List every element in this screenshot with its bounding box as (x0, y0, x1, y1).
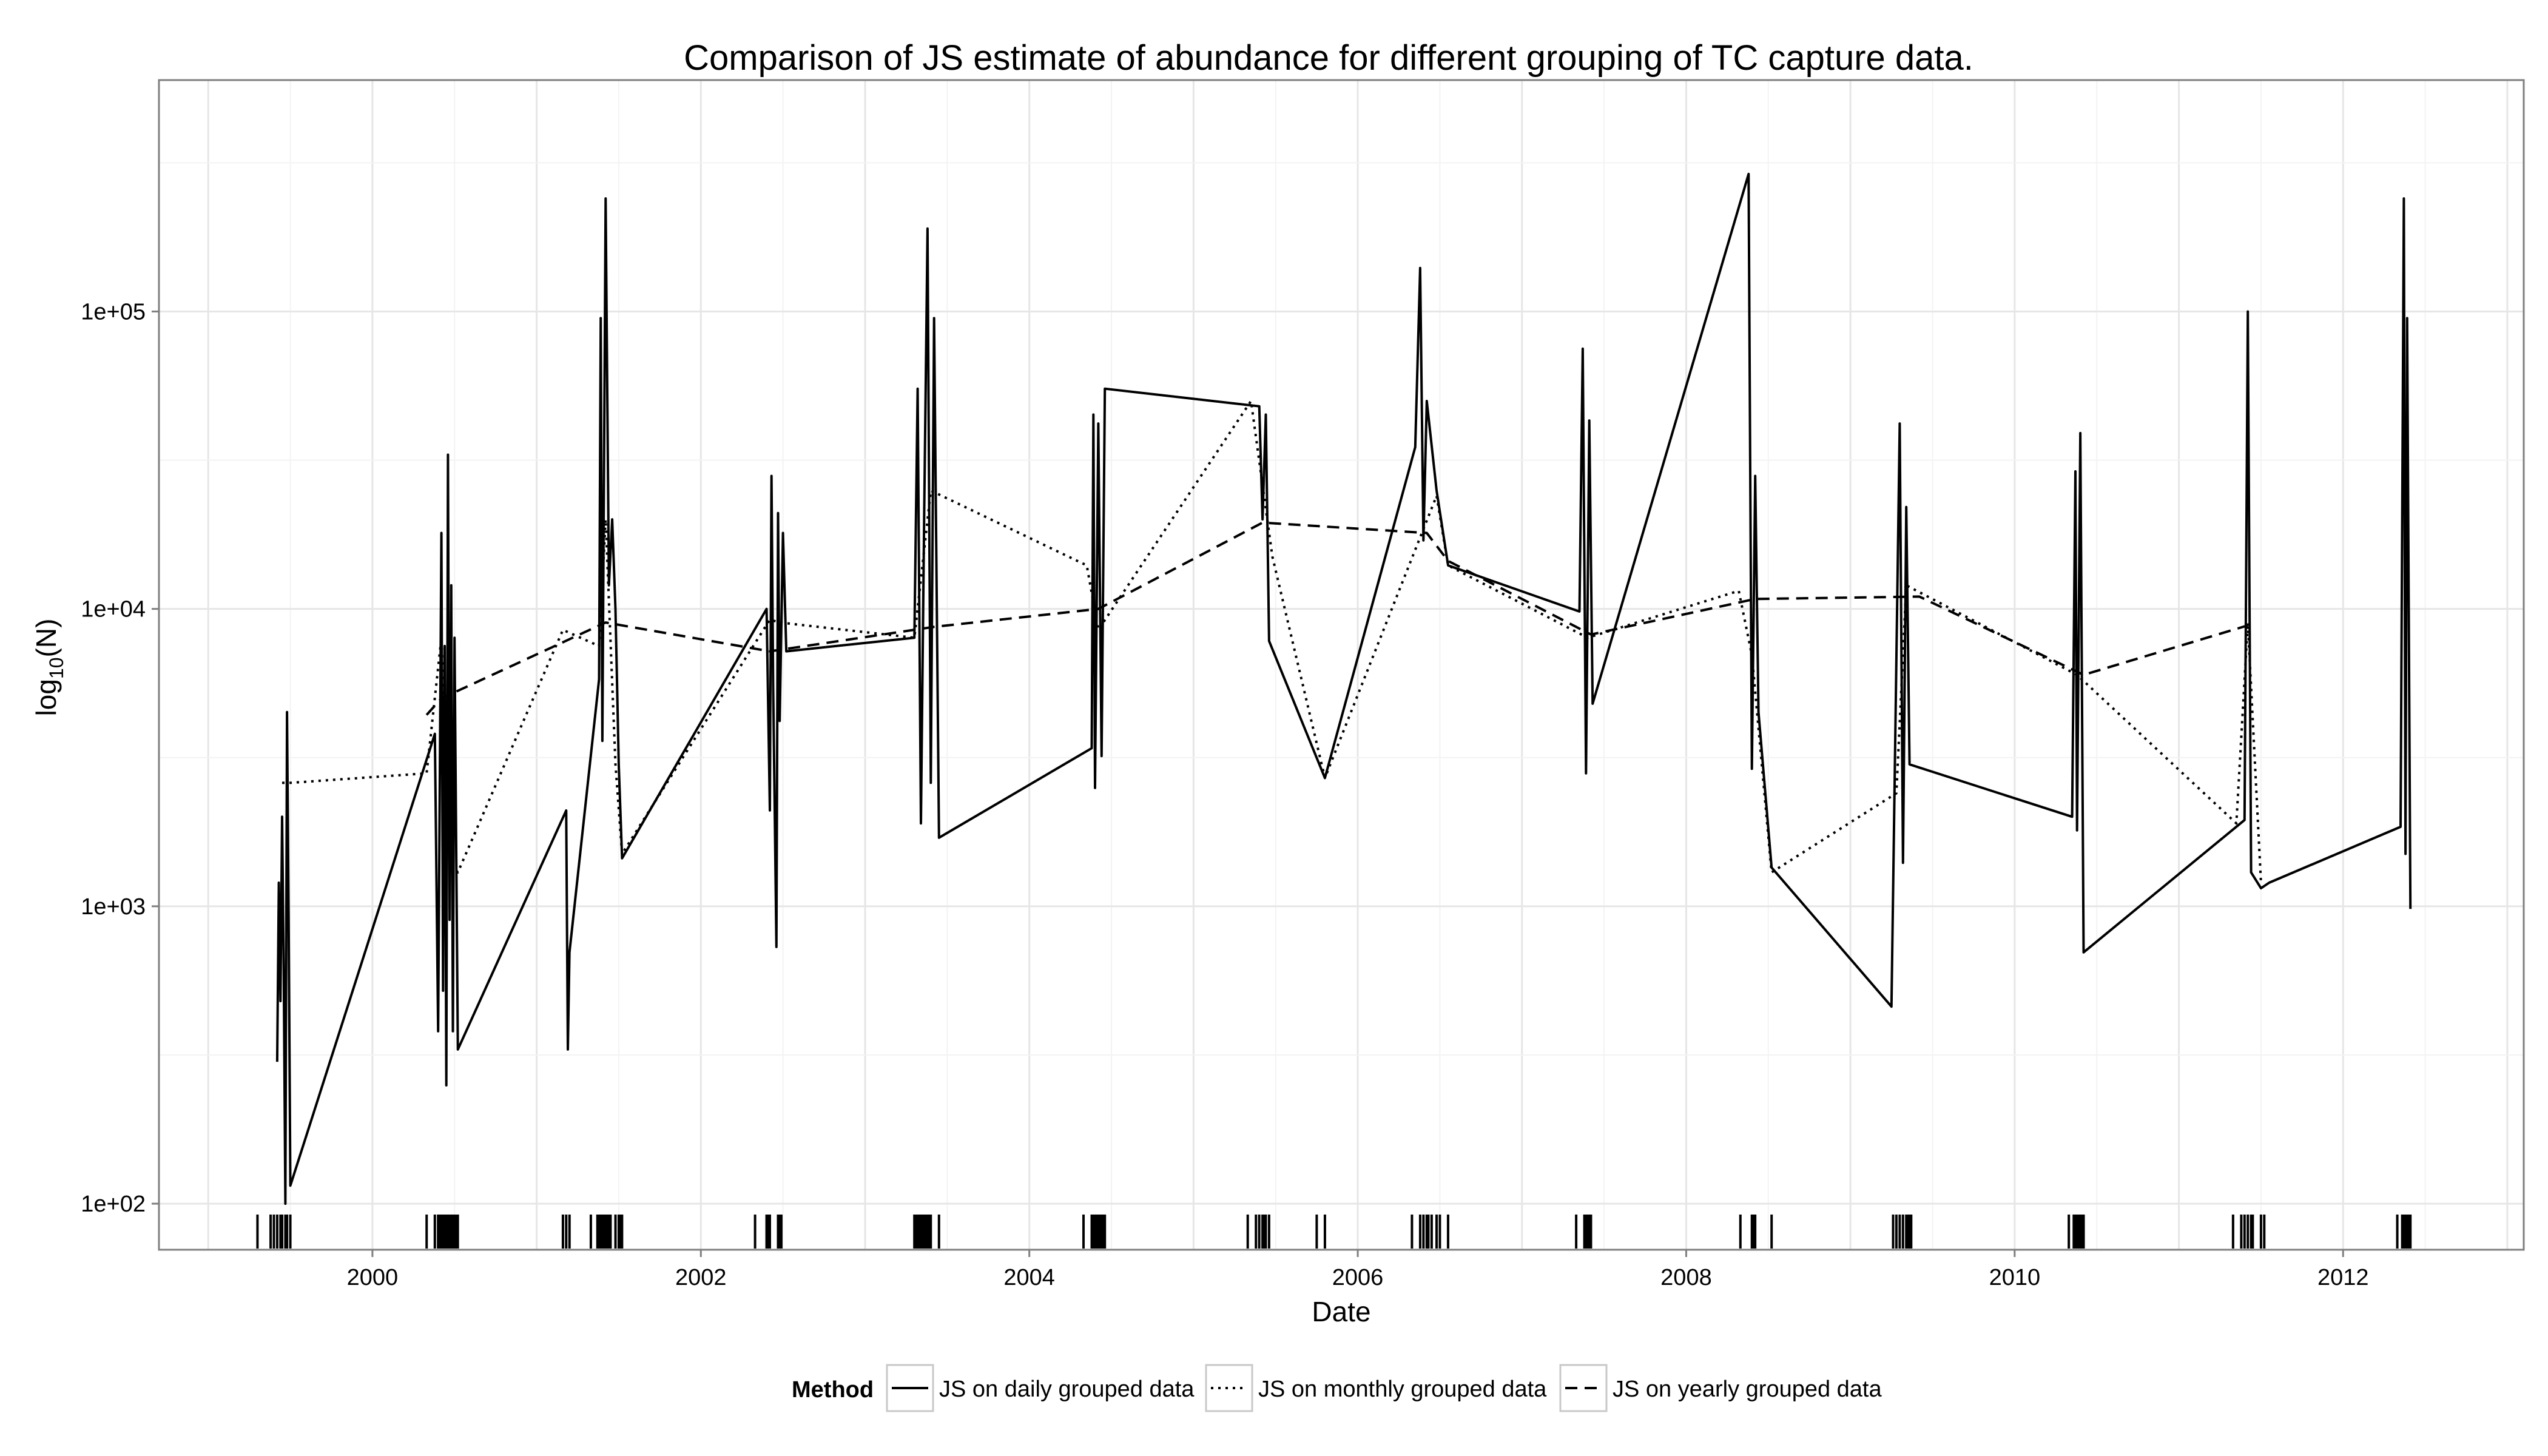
y-axis-title-main: log (30, 679, 62, 716)
x-tick-label: 2006 (1332, 1265, 1384, 1290)
x-tick-label: 2004 (1003, 1265, 1055, 1290)
rug-marks (256, 1215, 2412, 1249)
y-tick-label: 1e+05 (81, 299, 146, 325)
legend-label: JS on monthly grouped data (1258, 1377, 1547, 1402)
grid-lines (159, 80, 2524, 1250)
series-line-solid (275, 172, 2412, 1205)
series-line-dotted (282, 400, 2262, 883)
legend-label: JS on daily grouped data (939, 1377, 1195, 1402)
y-axis-title-subscript: 10 (46, 657, 67, 679)
legend-key-box (1205, 1364, 1253, 1412)
x-tick-label: 2012 (2317, 1265, 2369, 1290)
x-tick-label: 2002 (675, 1265, 727, 1290)
y-axis-title-tail: (N) (30, 619, 62, 658)
x-axis-title: Date (1312, 1296, 1370, 1327)
y-axis: 1e+02 1e+03 1e+04 1e+05 (81, 299, 159, 1217)
legend-label: JS on yearly grouped data (1613, 1377, 1882, 1402)
y-tick-label: 1e+04 (81, 597, 146, 622)
legend-title: Method (792, 1377, 874, 1403)
legend: Method JS on daily grouped data JS on mont… (792, 1364, 1882, 1412)
x-tick-label: 2008 (1660, 1265, 1712, 1290)
y-axis-title: log10(N) (30, 619, 67, 716)
plot-panel-border (158, 79, 2525, 1251)
y-tick-label: 1e+02 (81, 1191, 146, 1217)
series-lines (275, 172, 2412, 1205)
chart-title: Comparison of JS estimate of abundance f… (684, 38, 1973, 78)
x-axis: 2000 2002 2004 2006 2008 2010 2012 (347, 1250, 2369, 1290)
x-tick-label: 2010 (1989, 1265, 2041, 1290)
x-tick-label: 2000 (347, 1265, 399, 1290)
y-tick-label: 1e+03 (81, 894, 146, 920)
